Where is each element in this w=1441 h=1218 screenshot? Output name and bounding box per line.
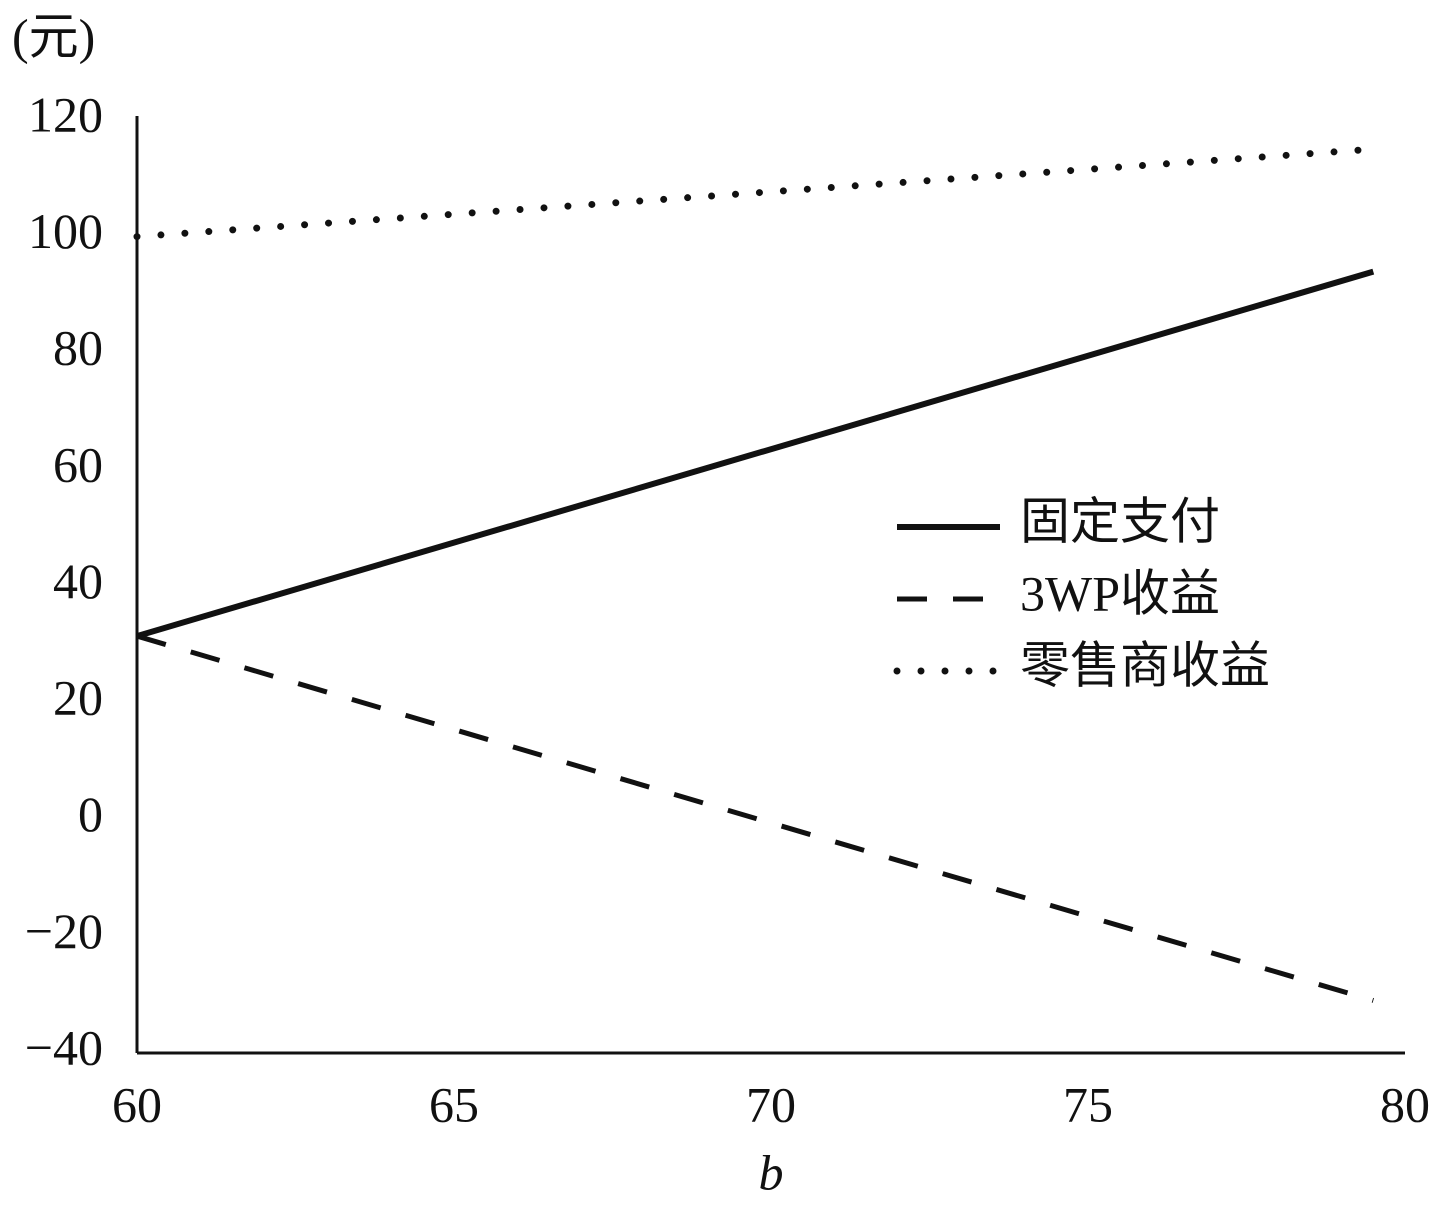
legend-label: 零售商收益 xyxy=(1020,637,1270,693)
y-tick-label: 20 xyxy=(53,670,103,726)
y-tick-label: 100 xyxy=(28,203,103,259)
y-axis-label: (元) xyxy=(12,8,95,64)
x-tick-label: 80 xyxy=(1380,1076,1430,1132)
x-tick-label: 75 xyxy=(1063,1076,1113,1132)
y-tick-label: 120 xyxy=(28,86,103,142)
x-tick-label: 60 xyxy=(112,1076,162,1132)
y-tick-label: −40 xyxy=(25,1019,103,1075)
x-tick-label: 70 xyxy=(746,1076,796,1132)
y-tick-label: 40 xyxy=(53,553,103,609)
legend-label: 固定支付 xyxy=(1020,493,1220,549)
y-tick-label: 60 xyxy=(53,436,103,492)
series-line xyxy=(136,633,1375,1003)
y-tick-label: 80 xyxy=(53,320,103,376)
x-tick-label: 65 xyxy=(429,1076,479,1132)
y-tick-label: 0 xyxy=(78,786,103,842)
series-line xyxy=(133,145,1377,241)
x-axis-label: b xyxy=(759,1144,784,1200)
legend-label: 3WP收益 xyxy=(1020,565,1220,621)
y-tick-label: −20 xyxy=(25,903,103,959)
series-line xyxy=(136,268,1375,639)
